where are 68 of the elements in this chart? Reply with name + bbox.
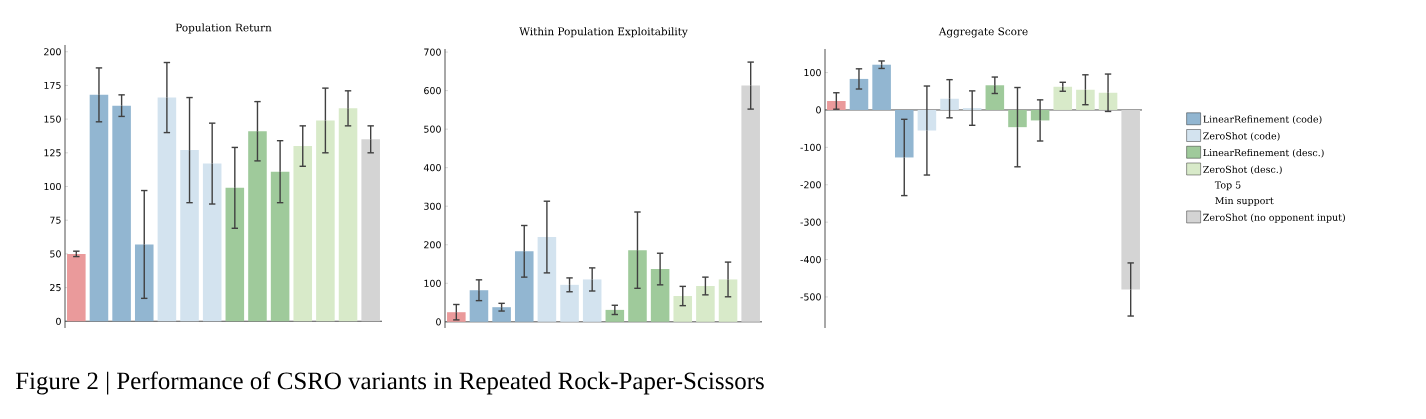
bar [537,237,557,322]
y-tick-label: 75 [50,216,61,224]
bar [1008,109,1027,128]
bar [492,307,511,322]
legend-label: ZeroShot (code) [1203,132,1280,141]
bar [202,163,222,322]
bar [650,269,670,322]
y-tick-label: 50 [50,250,61,258]
y-tick-label: -200 [800,181,821,189]
bar [718,279,738,322]
bar [741,85,760,322]
y-tick-label: 200 [44,48,61,56]
text: Min support [1215,197,1274,207]
bar [514,251,534,322]
bar [112,105,131,322]
y-tick-label: 100 [424,279,441,287]
y-tick-label: 600 [424,87,441,95]
bar [361,139,380,322]
chart-title: Aggregate Score [938,27,1028,38]
bar [940,98,959,110]
y-tick-label: 100 [44,182,61,191]
y-tick-label: 0 [436,318,441,326]
y-tick-label: 150 [44,115,61,123]
y-tick-label: 25 [50,283,61,292]
bar [605,309,625,322]
y-tick-label: -100 [800,143,821,151]
bar [827,100,846,110]
y-tick-label: -300 [800,218,821,226]
bar [985,85,1005,110]
bar [338,108,358,322]
bar [316,120,335,322]
y-tick-label: 400 [423,164,441,172]
bar [180,150,199,322]
chart-title: Within Population Exploitability [519,27,688,38]
y-tick-label: 300 [424,202,441,210]
bar [1053,86,1073,110]
bar [582,279,602,322]
bar [157,97,177,322]
y-tick-label: 0 [56,317,61,325]
legend-label: LinearRefinement (desc.) [1203,148,1324,158]
y-tick-label: 500 [424,125,441,133]
chart-title: Population Return [175,23,272,34]
legend-label: LinearRefinement (code) [1203,115,1322,125]
legend-label: ZeroShot (no opponent input) [1203,213,1345,223]
bar [696,285,715,322]
bar [872,64,891,110]
bar [248,131,267,322]
y-tick-label: -500 [800,293,821,301]
y-tick-label: 0 [816,106,821,114]
bar [469,290,489,322]
y-tick-label: 200 [424,241,441,249]
bar [270,171,290,322]
y-tick-label: 100 [804,68,821,77]
bar [849,78,869,110]
y-tick-label: 700 [424,48,441,56]
bar [673,296,693,322]
y-tick-label: -400 [800,255,821,264]
bar [89,94,109,322]
bar [1121,109,1140,290]
bar [560,284,579,322]
bar [225,187,245,322]
text: Top 5 [1214,181,1241,191]
y-tick-label: 175 [44,81,61,89]
y-tick-label: 125 [44,149,61,157]
bar [67,253,86,322]
bar [293,146,313,322]
legend-label: ZeroShot (desc.) [1203,165,1282,175]
caption: Figure 2 | Performance of CSRO variants in Repeated Rock-Paper-Scissors [15,371,764,395]
